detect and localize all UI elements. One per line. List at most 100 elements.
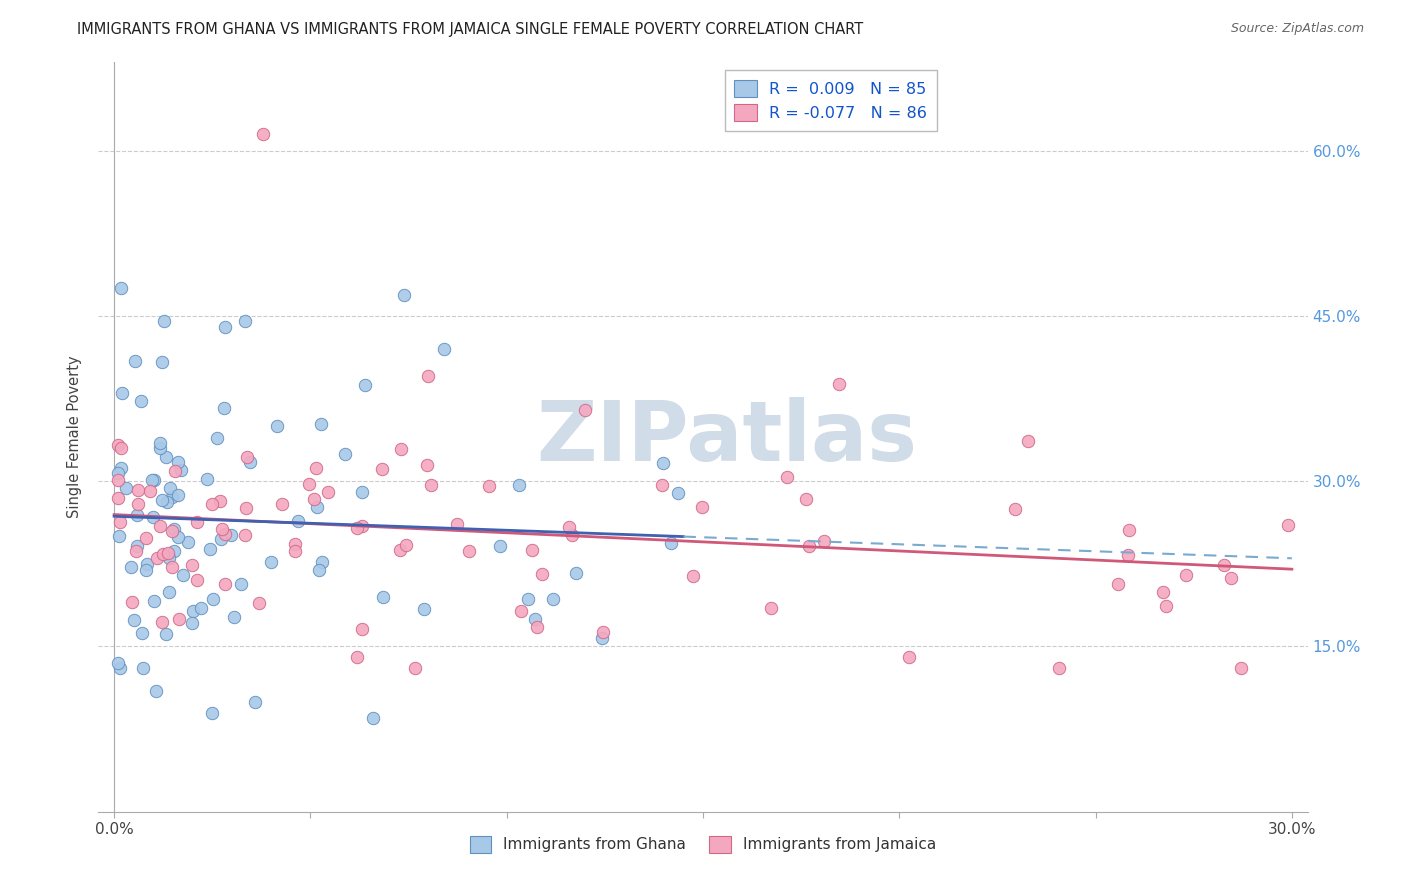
Point [125,544,148,558]
Point [794,491,817,506]
Point [214,319,236,334]
Point [284,537,307,551]
Point [433,342,456,356]
Point [145,683,167,698]
Point [219,527,242,541]
Point [1152,584,1174,599]
Point [150,492,173,507]
Point [121,595,143,609]
Point [222,610,245,624]
Point [176,534,198,549]
Point [557,519,579,533]
Point [1017,434,1039,448]
Point [897,650,920,665]
Point [828,377,851,392]
Point [135,563,157,577]
Point [574,402,596,417]
Point [305,460,328,475]
Point [186,573,208,587]
Point [287,515,309,529]
Point [652,456,675,470]
Point [214,527,236,541]
Point [761,600,783,615]
Text: IMMIGRANTS FROM GHANA VS IMMIGRANTS FROM JAMAICA SINGLE FEMALE POVERTY CORRELATI: IMMIGRANTS FROM GHANA VS IMMIGRANTS FROM… [77,22,863,37]
Point [141,473,163,487]
Point [235,528,257,542]
Point [212,401,235,415]
Point [129,394,152,409]
Point [153,314,176,328]
Point [143,593,166,607]
Point [389,543,412,558]
Point [260,556,283,570]
Point [111,386,134,401]
Point [526,620,548,634]
Point [107,466,129,480]
Point [690,500,713,514]
Point [120,559,142,574]
Point [167,455,190,469]
Point [124,354,146,368]
Point [155,450,177,465]
Point [682,568,704,582]
Point [139,483,162,498]
Point [142,509,165,524]
Point [418,369,440,384]
Point [1116,548,1139,562]
Point [1174,568,1197,582]
Point [389,442,412,457]
Point [155,627,177,641]
Point [235,501,257,516]
Point [135,557,157,571]
Point [110,460,132,475]
Point [172,568,194,582]
Point [799,539,821,553]
Point [361,710,384,724]
Point [239,455,262,469]
Point [350,484,373,499]
Point [156,546,179,560]
Point [195,472,218,486]
Point [131,625,153,640]
Point [125,508,148,522]
Point [371,590,394,604]
Point [108,529,131,543]
Point [404,661,426,675]
Point [115,482,138,496]
Legend: Immigrants from Ghana, Immigrants from Jamaica: Immigrants from Ghana, Immigrants from J… [463,829,943,860]
Point [135,531,157,545]
Point [157,551,180,566]
Point [346,520,368,534]
Point [127,539,149,553]
Point [305,500,328,514]
Point [159,481,181,495]
Point [651,478,673,492]
Point [1277,517,1299,532]
Point [266,419,288,434]
Point [416,458,439,472]
Point [243,694,266,708]
Point [132,661,155,675]
Point [152,547,174,561]
Point [183,604,205,618]
Point [107,438,129,452]
Point [489,540,512,554]
Point [352,622,374,636]
Point [190,600,212,615]
Point [353,378,375,392]
Point [167,612,190,626]
Point [214,577,236,591]
Point [163,543,186,558]
Point [1047,661,1070,675]
Point [150,355,173,369]
Point [157,585,180,599]
Point [201,706,224,720]
Point [180,616,202,631]
Point [205,431,228,445]
Point [446,516,468,531]
Point [346,650,368,665]
Point [170,462,193,476]
Point [1004,502,1026,516]
Point [202,592,225,607]
Point [520,543,543,558]
